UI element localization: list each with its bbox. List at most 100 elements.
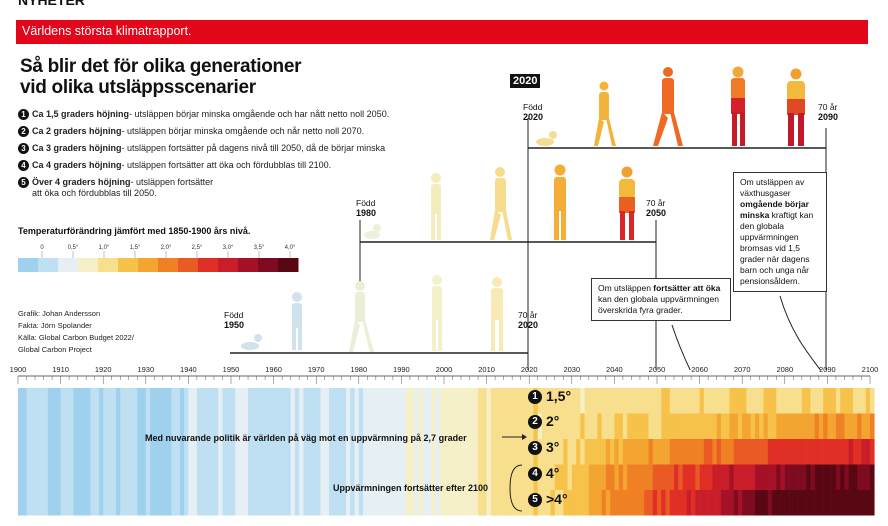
stripe-scenario [652,439,658,465]
stripe-scenario [580,464,585,490]
stripe-scenario [797,413,803,439]
stripe-scenario [593,439,598,465]
stripe-historical [290,388,296,516]
stripe-scenario [801,413,807,439]
row-label-2: 2 2° [528,413,559,430]
stripe-scenario [554,439,560,465]
x-tick-label: 2030 [563,365,580,374]
stripe-scenario [806,413,811,439]
stripe-scenario [814,439,820,465]
stripe-scenario [546,388,551,414]
stripe-historical [490,388,496,516]
stripe-scenario [793,413,798,439]
age-year: 2050 [646,208,667,218]
stripe-scenario [772,388,777,414]
stripe-scenario [627,413,632,439]
stripe-historical [265,388,270,516]
stripe-historical [162,388,168,516]
age-year: 2020 [518,320,539,330]
stripe-scenario [563,413,568,439]
stripe-scenario [678,388,683,414]
stripe-scenario [865,490,871,516]
stripe-scenario [588,464,594,490]
stripe-historical [269,388,274,516]
stripe-historical [30,388,36,516]
stripe-scenario [657,388,662,414]
stripe-historical [337,388,343,516]
stripe-scenario [776,388,781,414]
stripe-scenario [661,464,666,490]
credit-source-cont: Global Carbon Project [18,345,92,354]
legend-swatch [158,258,179,272]
stripe-scenario [699,413,705,439]
stripe-historical [299,388,304,516]
stripe-scenario [814,413,820,439]
stripe-scenario [763,388,769,414]
stripe-scenario [571,413,577,439]
stripe-scenario [627,490,632,516]
stripe-scenario [750,490,756,516]
legend-swatch [178,258,199,272]
stripe-scenario [644,388,649,414]
stripe-scenario [708,439,713,465]
stripe-scenario [584,388,590,414]
stripe-scenario [588,490,594,516]
stripe-historical [499,388,504,516]
x-tick-label: 1920 [95,365,112,374]
stripe-historical [256,388,262,516]
stripe-historical [137,388,142,516]
stripe-scenario [699,388,705,414]
scenario-text: - utsläppen börjar minska omgående och h… [129,109,390,119]
row-arrows [502,434,527,512]
legend-swatch [18,258,39,272]
stripe-scenario [682,464,688,490]
stripe-scenario [712,388,717,414]
stripe-scenario [720,490,726,516]
stripe-scenario [550,413,556,439]
stripe-scenario [546,413,551,439]
stripe-scenario [767,388,773,414]
stripe-scenario [733,464,739,490]
stripe-scenario [614,413,619,439]
stripe-scenario [695,464,700,490]
stripe-historical [107,388,113,516]
stripe-scenario [733,388,739,414]
stripe-historical [418,388,423,516]
stripe-scenario [665,490,671,516]
stripe-scenario [835,413,841,439]
x-tick-label: 1960 [265,365,282,374]
x-tick-label: 2090 [819,365,836,374]
stripe-scenario [657,413,662,439]
stripe-historical [346,388,351,516]
stripe-historical [103,388,108,516]
stripe-scenario [720,439,726,465]
stripe-scenario [610,388,615,414]
stripe-scenario [699,464,705,490]
stripe-scenario [844,388,849,414]
x-tick-label: 2000 [436,365,453,374]
stripe-scenario [661,413,666,439]
stripe-scenario [797,439,803,465]
stripe-scenario [784,464,790,490]
stripe-historical [239,388,245,516]
stripe-scenario [610,413,615,439]
stripe-scenario [584,464,590,490]
callout-bold: omgående börjar minska [740,199,809,220]
stripe-scenario [661,490,666,516]
callout-text: kan den globala uppvärmningen överskrida… [598,294,719,315]
stripe-historical [486,388,492,516]
stripe-historical [81,388,87,516]
stripe-historical [444,388,449,516]
stripe-historical [473,388,479,516]
stripe-scenario [806,388,811,414]
callout-text: kraftigt kan den globala uppvärmningen b… [740,210,814,286]
stripe-scenario [686,439,692,465]
stripe-historical [294,388,300,516]
credit-source: Källa: Global Carbon Budget 2022/ [18,333,134,342]
stripe-scenario [610,439,615,465]
stripe-historical [469,388,475,516]
legend-swatch [198,258,219,272]
stripe-historical [482,388,487,516]
stripe-historical [388,388,394,516]
stripe-scenario [695,490,700,516]
